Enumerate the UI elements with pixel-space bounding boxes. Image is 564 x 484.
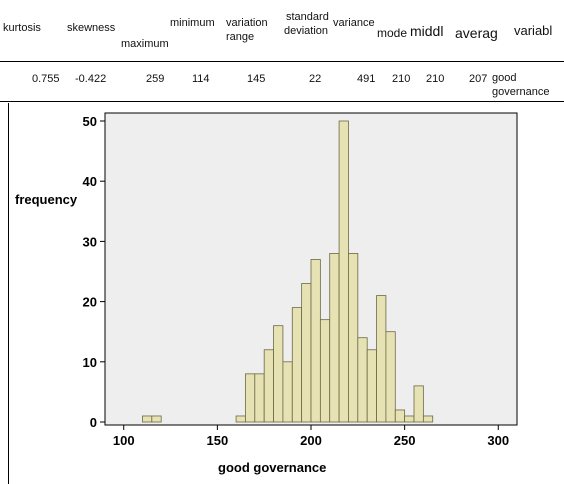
header-variation: variation: [226, 17, 268, 29]
value-skewness: -0.422: [75, 73, 107, 85]
histogram-bar: [422, 415, 434, 423]
histogram-bar: [413, 385, 424, 423]
table-bottom-border: [0, 101, 564, 102]
histogram-bar: [366, 349, 377, 423]
header-mode: mode: [377, 26, 408, 40]
histogram: 0 10 20 30 40 50 100 150 200 250 300 frequency goo…: [15, 112, 518, 475]
header-range: range: [226, 31, 255, 43]
histogram-bar: [151, 415, 162, 423]
value-variabl-line2: governance: [492, 86, 550, 98]
header-skewness: skewness: [67, 22, 116, 34]
histogram-frame: 0 10 20 30 40 50 100 150 200 250 300 frequency goo…: [8, 103, 564, 484]
value-variabl-line1: good: [492, 72, 517, 84]
histogram-bar: [310, 259, 321, 423]
header-middl: middl: [410, 23, 444, 39]
histogram-bar: [404, 415, 415, 423]
header-variabl: variabl: [514, 23, 553, 38]
header-deviation: deviation: [284, 25, 329, 37]
header-standard: standard: [286, 11, 329, 23]
histogram-bar: [245, 373, 256, 423]
histogram-bar: [329, 253, 340, 423]
value-mode: 210: [392, 73, 411, 85]
histogram-bar: [235, 415, 246, 423]
value-averag: 207: [469, 73, 488, 85]
value-variance: 491: [357, 73, 376, 85]
value-variation-range: 145: [247, 73, 266, 85]
axes: 0 10 20 30 40 50 100 150 200 250 300: [83, 114, 510, 448]
x-axis-label: good governance: [218, 460, 326, 475]
histogram-bar: [357, 337, 368, 423]
histogram-bar: [376, 295, 387, 423]
header-maximum: maximum: [121, 38, 169, 50]
histogram-bar: [142, 415, 153, 423]
histogram-bar: [291, 307, 303, 423]
value-minimum: 114: [192, 73, 210, 85]
x-tick-label: 250: [394, 433, 416, 448]
histogram-bar: [273, 325, 284, 423]
histogram-bar: [282, 361, 293, 423]
value-kurtosis: 0.755: [32, 73, 60, 85]
histogram-bar: [263, 349, 274, 423]
histogram-bar: [394, 409, 406, 423]
x-tick-label: 150: [207, 433, 229, 448]
x-tick-label: 200: [300, 433, 322, 448]
histogram-bar: [348, 253, 359, 423]
header-minimum: minimum: [170, 17, 215, 29]
histogram-bar: [301, 283, 312, 423]
value-standard-deviation: 22: [309, 73, 322, 85]
table-divider: [0, 61, 564, 62]
value-maximum: 259: [146, 73, 165, 85]
statistics-table: kurtosis skewness maximum minimum variat…: [0, 0, 564, 103]
y-tick-label: 10: [83, 355, 97, 370]
header-kurtosis: kurtosis: [3, 22, 41, 34]
histogram-bar: [338, 120, 349, 423]
histogram-bar: [319, 319, 331, 423]
y-tick-label: 20: [83, 295, 97, 310]
y-tick-label: 0: [90, 415, 97, 430]
histogram-bar: [254, 373, 265, 423]
value-middl: 210: [426, 73, 445, 85]
y-tick-label: 50: [83, 114, 97, 129]
y-tick-label: 40: [83, 174, 97, 189]
y-axis-label: frequency: [15, 192, 78, 207]
x-tick-label: 100: [113, 433, 135, 448]
y-tick-label: 30: [83, 234, 97, 249]
x-tick-label: 300: [487, 433, 509, 448]
histogram-bar: [385, 331, 396, 423]
header-variance: variance: [333, 17, 375, 29]
bars: [142, 120, 434, 423]
header-averag: averag: [455, 25, 498, 41]
